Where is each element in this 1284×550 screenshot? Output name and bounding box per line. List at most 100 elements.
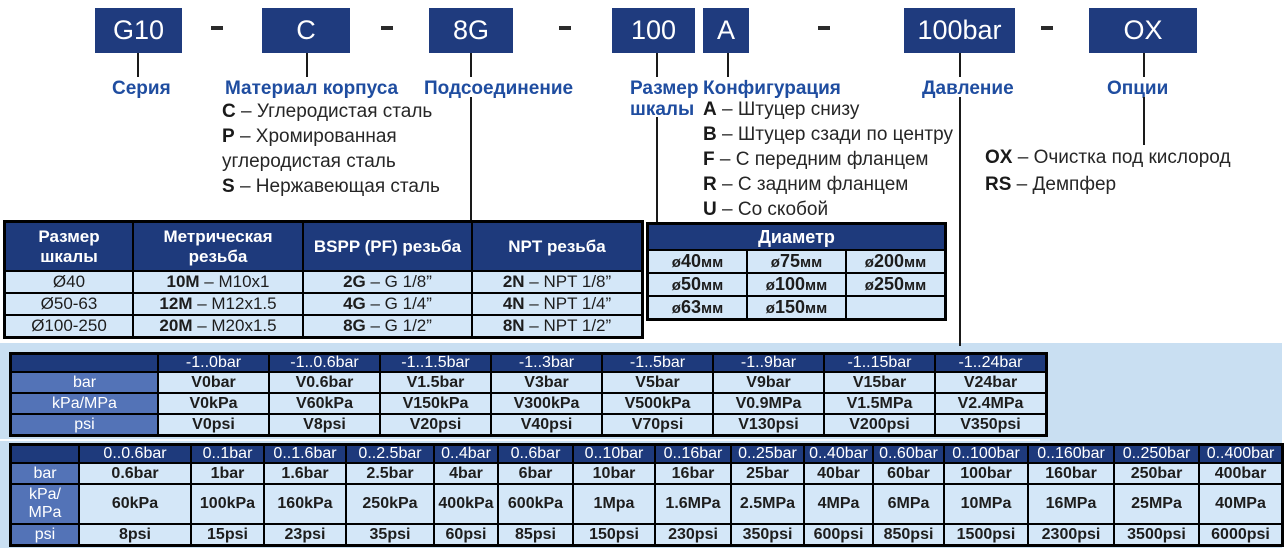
unit-label: kPa/ MPa: [10, 483, 80, 525]
range-header: 0..10bar: [572, 444, 656, 464]
legend-line: P – Хромированная: [222, 126, 397, 147]
range-header: -1..0bar: [157, 353, 270, 373]
diameter-row: ø63мм ø150мм: [647, 295, 947, 320]
value-cell: 15psi: [190, 523, 265, 546]
diameter-cell: ø75мм: [746, 249, 847, 274]
diameter-header-row: Диаметр: [646, 223, 947, 251]
legend-key: RS: [985, 174, 1012, 195]
value-cell: V350psi: [934, 413, 1047, 436]
diameter-value: 63: [680, 297, 701, 317]
range-header: 0..4bar: [433, 444, 499, 464]
value-cell: 1.6MPa: [654, 483, 732, 525]
value-cell: 250bar: [1113, 462, 1200, 485]
thread-cell: 8G – G 1/2”: [302, 314, 473, 338]
value-cell: 1bar: [190, 462, 265, 485]
corner-cell: [10, 353, 159, 373]
diameter-table: Диаметр ø40мм ø75мм ø200мм ø50мм ø100мм ø250мм…: [646, 223, 947, 320]
value-cell: 4MPa: [803, 483, 874, 525]
range-header: -1..3bar: [490, 353, 603, 373]
value-cell: 6000psi: [1198, 523, 1283, 546]
diameter-value: 200: [873, 251, 905, 271]
unit-row: bar V0bar V0.6bar V1.5bar V3bar V5bar V9bar V15…: [10, 371, 1047, 394]
value-cell: 350psi: [730, 523, 805, 546]
pressure-table: 0..0.6bar 0..1bar 0..1.6bar 0..2.5bar 0..4ba…: [10, 444, 1283, 546]
thread-code: 10M: [166, 272, 200, 291]
dash-separator: [381, 26, 393, 30]
thread-row: Ø50-63 12M – M12x1.5 4G – G 1/4” 4N – NPT 1…: [4, 292, 643, 316]
connector-line: [656, 53, 658, 77]
value-cell: 16MPa: [1027, 483, 1115, 525]
thread-cell: 4G – G 1/4”: [302, 292, 473, 316]
dash-separator: [559, 26, 571, 30]
header-row: 0..0.6bar 0..1bar 0..1.6bar 0..2.5bar 0..4ba…: [10, 444, 1283, 464]
legend-key: S: [222, 176, 235, 197]
range-header: 0..1.6bar: [263, 444, 347, 464]
range-header: 0..250bar: [1113, 444, 1200, 464]
code-label: Подсоединение: [424, 78, 574, 99]
value-cell: V9bar: [712, 371, 825, 394]
code-box-100bar: 100bar: [904, 8, 1015, 53]
value-cell: 1Mpa: [572, 483, 656, 525]
legend-key: OX: [985, 147, 1013, 168]
connector-line: [656, 117, 658, 223]
value-cell: V200psi: [823, 413, 936, 436]
code-label: Опции: [1107, 78, 1169, 99]
code-label: Материал корпуса: [225, 78, 399, 99]
dash-separator: [1041, 26, 1053, 30]
value-cell: V150kPa: [379, 392, 492, 415]
thread-code: 4G: [343, 294, 366, 313]
value-cell: 8psi: [78, 523, 192, 546]
value-cell: 6bar: [497, 462, 574, 485]
value-cell: V1.5MPa: [823, 392, 936, 415]
value-cell: 2.5bar: [345, 462, 435, 485]
dash-separator: [818, 26, 830, 30]
range-header: -1..9bar: [712, 353, 825, 373]
unit-row: bar 0.6bar 1bar 1.6bar 2.5bar 4bar 6bar 10bar 16…: [10, 462, 1283, 485]
range-header: 0..100bar: [943, 444, 1029, 464]
thread-table: Размер шкалы Метрическая резьба BSPP (PF) …: [4, 221, 643, 338]
code-label: Серия: [112, 78, 171, 99]
thread-cell: 12M – M12x1.5: [132, 292, 304, 316]
code-box-a: A: [703, 8, 749, 53]
unit-label: bar: [10, 371, 159, 394]
legend-line: C – Углеродистая сталь: [222, 101, 433, 122]
legend-key: F: [703, 149, 715, 170]
value-cell: V15bar: [823, 371, 936, 394]
value-cell: 850psi: [872, 523, 945, 546]
value-cell: 0.6bar: [78, 462, 192, 485]
value-cell: V0kPa: [157, 392, 270, 415]
thread-cell: 10M – M10x1: [132, 270, 304, 294]
value-cell: 150psi: [572, 523, 656, 546]
code-label: Конфигурация: [703, 78, 841, 99]
value-cell: 160bar: [1027, 462, 1115, 485]
diameter-title: Диаметр: [646, 223, 947, 251]
code-label: Давление: [922, 78, 1014, 99]
thread-cell: Ø100-250: [4, 314, 134, 338]
value-cell: 60bar: [872, 462, 945, 485]
unit-label: psi: [10, 413, 159, 436]
thread-code: 8N: [502, 316, 525, 335]
legend-key: B: [703, 124, 717, 145]
legend-line: B – Штуцер сзади по центру: [703, 124, 953, 145]
value-cell: V24bar: [934, 371, 1047, 394]
legend-configuration: A – Штуцер снизу B – Штуцер сзади по цент…: [703, 97, 953, 222]
unit-label: psi: [10, 523, 80, 546]
value-cell: 1.6bar: [263, 462, 347, 485]
value-cell: 40bar: [803, 462, 874, 485]
value-cell: V40psi: [490, 413, 603, 436]
range-header: -1..15bar: [823, 353, 936, 373]
unit-label: bar: [10, 462, 80, 485]
connector-line: [470, 97, 472, 221]
value-cell: V130psi: [712, 413, 825, 436]
diameter-value: 40: [680, 251, 701, 271]
unit-row: kPa/ MPa 60kPa 100kPa 160kPa 250kPa 400kPa 600…: [10, 483, 1283, 525]
value-cell: 250kPa: [345, 483, 435, 525]
diameter-row: ø50мм ø100мм ø250мм: [647, 272, 947, 297]
value-cell: V0psi: [157, 413, 270, 436]
thread-header: Метрическая резьба: [132, 221, 304, 272]
diameter-value: 250: [873, 274, 905, 294]
value-cell: 100bar: [943, 462, 1029, 485]
thread-cell: 20M – M20x1.5: [132, 314, 304, 338]
value-cell: 3500psi: [1113, 523, 1200, 546]
